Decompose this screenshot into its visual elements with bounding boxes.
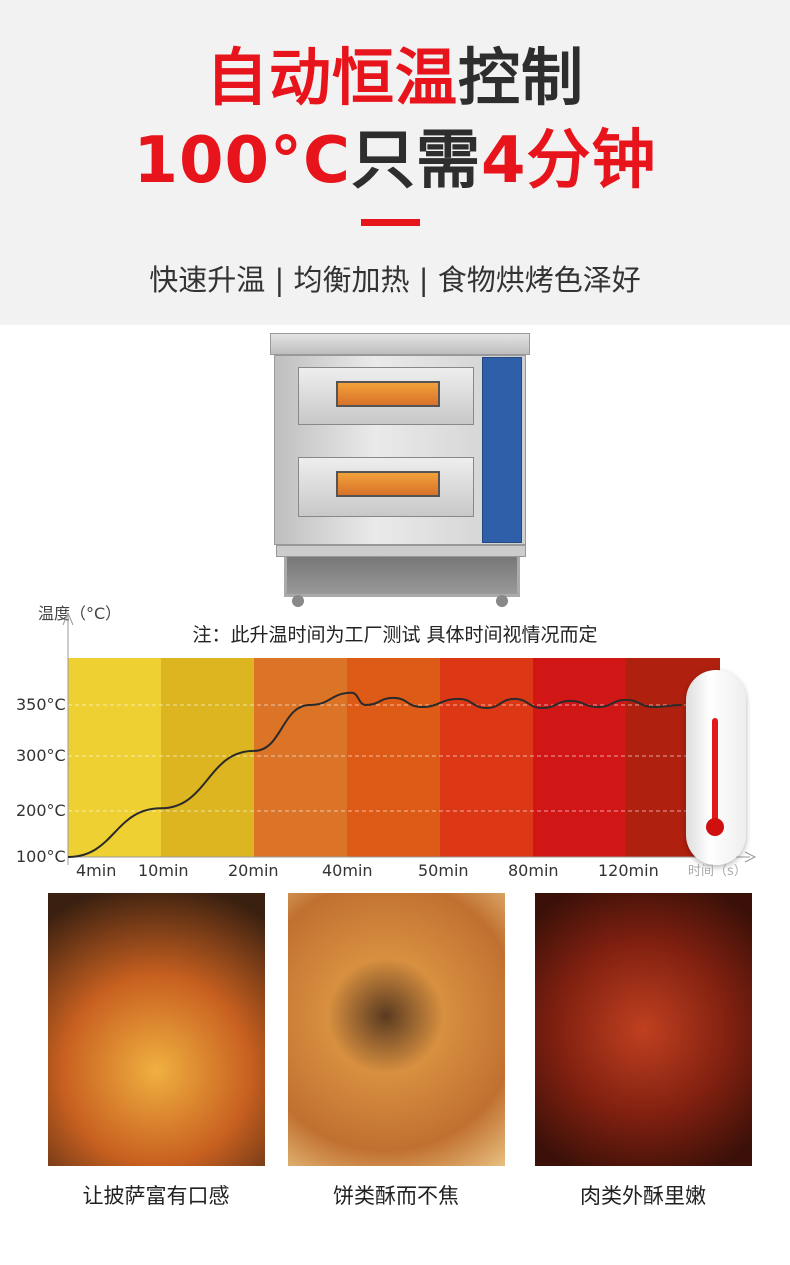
headline-dark-text: 控制 bbox=[458, 41, 585, 114]
headline-red-text: 自动恒温 bbox=[205, 41, 458, 114]
thermometer-icon bbox=[686, 670, 746, 865]
headline-temp: 100°C bbox=[133, 124, 352, 198]
double-deck-oven-image bbox=[268, 333, 532, 611]
x-tick-label: 120min bbox=[598, 861, 659, 880]
caption-pizza: 让披萨富有口感 bbox=[82, 1184, 230, 1208]
chart-band bbox=[347, 658, 441, 857]
chart-band bbox=[440, 658, 534, 857]
headline-dark-text: 只需 bbox=[351, 124, 482, 198]
x-tick-label: 80min bbox=[508, 861, 559, 880]
chart-band bbox=[161, 658, 255, 857]
divider-bar bbox=[361, 219, 420, 226]
chart-band bbox=[68, 658, 162, 857]
headline-time: 4分钟 bbox=[481, 124, 657, 198]
chart-note: 注：此升温时间为工厂测试 具体时间视情况而定 bbox=[192, 624, 598, 646]
y-tick-label: 100°C bbox=[16, 847, 66, 866]
chart-band bbox=[533, 658, 627, 857]
x-tick-label: 10min bbox=[138, 861, 189, 880]
pastry-photo bbox=[288, 893, 505, 1166]
temperature-curve bbox=[67, 691, 682, 858]
x-tick-label: 40min bbox=[322, 861, 373, 880]
temperature-chart: 温度（°C） 注：此升温时间为工厂测试 具体时间视情况而定 时间（s） 100°… bbox=[0, 595, 790, 890]
header-section: 自动恒温控制 100°C只需4分钟 快速升温 | 均衡加热 | 食物烘烤色泽好 bbox=[0, 0, 790, 325]
caption-pastry: 饼类酥而不焦 bbox=[333, 1184, 459, 1208]
chart-plot bbox=[62, 611, 757, 865]
x-axis-arrow-icon bbox=[744, 851, 757, 863]
x-axis-label: 时间（s） bbox=[688, 864, 747, 879]
y-tick-label: 350°C bbox=[16, 695, 66, 714]
caption-meat: 肉类外酥里嫩 bbox=[580, 1184, 706, 1208]
headline-line-2: 100°C只需4分钟 bbox=[0, 122, 790, 200]
chart-band bbox=[254, 658, 348, 857]
headline-line-1: 自动恒温控制 bbox=[0, 40, 790, 116]
y-tick-label: 300°C bbox=[16, 746, 66, 765]
subtitle: 快速升温 | 均衡加热 | 食物烘烤色泽好 bbox=[149, 263, 641, 297]
chicken-wings-photo bbox=[535, 893, 752, 1166]
y-tick-label: 200°C bbox=[16, 801, 66, 820]
x-tick-label: 20min bbox=[228, 861, 279, 880]
y-axis-arrow-icon bbox=[62, 611, 74, 626]
x-tick-label: 4min bbox=[76, 861, 117, 880]
x-tick-label: 50min bbox=[418, 861, 469, 880]
y-axis-label: 温度（°C） bbox=[38, 604, 122, 623]
pizza-photo bbox=[48, 893, 265, 1166]
